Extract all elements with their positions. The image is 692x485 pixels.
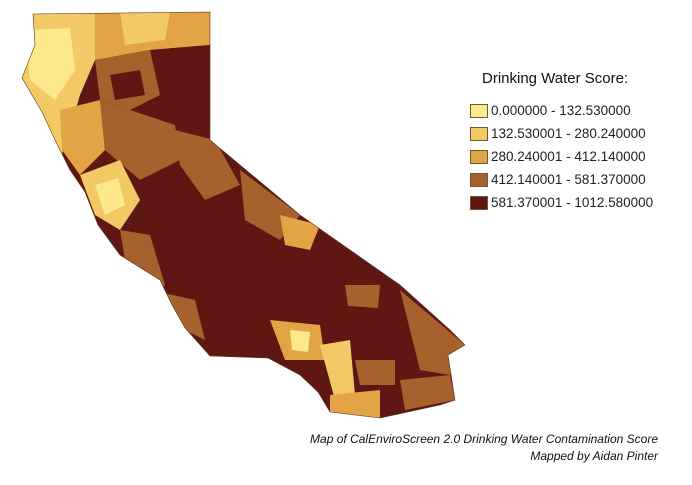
region-kern [200,260,265,330]
map-legend: Drinking Water Score: 0.000000 - 132.530… [470,70,685,214]
legend-label: 412.140001 - 581.370000 [491,172,646,187]
legend-swatch [470,149,488,164]
legend-swatch [470,126,488,141]
legend-swatch [470,195,488,210]
region-northwest-yellow [25,28,75,100]
region-central-valley [140,180,250,265]
map-caption: Map of CalEnviroScreen 2.0 Drinking Wate… [310,431,658,465]
legend-title: Drinking Water Score: [482,70,629,87]
region-la-yellow [290,330,310,352]
region-san-bernardino-spot [345,285,380,308]
legend-item: 581.370001 - 1012.580000 [470,191,685,214]
caption-line-1: Map of CalEnviroScreen 2.0 Drinking Wate… [310,432,658,446]
region-imperial [400,375,455,410]
region-bay-area-yellow [95,178,125,215]
region-orange-county [320,340,355,400]
region-san-diego [330,390,380,418]
caption-line-2: Mapped by Aidan Pinter [530,449,658,463]
region-inyo [280,215,320,250]
legend-label: 0.000000 - 132.530000 [491,103,631,118]
legend-swatch [470,103,488,118]
legend-label: 280.240001 - 412.140000 [491,149,646,164]
legend-label: 132.530001 - 280.240000 [491,126,646,141]
legend-item: 412.140001 - 581.370000 [470,168,685,191]
region-sierra [175,130,240,200]
legend-label: 581.370001 - 1012.580000 [491,195,654,210]
california-border [21,11,466,419]
region-mendocino [60,100,105,175]
legend-item: 0.000000 - 132.530000 [470,99,685,122]
region-mojave-east [400,290,465,375]
legend-swatch [470,172,488,187]
legend-item: 280.240001 - 412.140000 [470,145,685,168]
region-shasta-2 [110,70,145,100]
region-riverside-spot [355,360,395,385]
region-north-central-2 [120,12,170,45]
region-northeast [150,45,210,130]
legend-item: 132.530001 - 280.240000 [470,122,685,145]
